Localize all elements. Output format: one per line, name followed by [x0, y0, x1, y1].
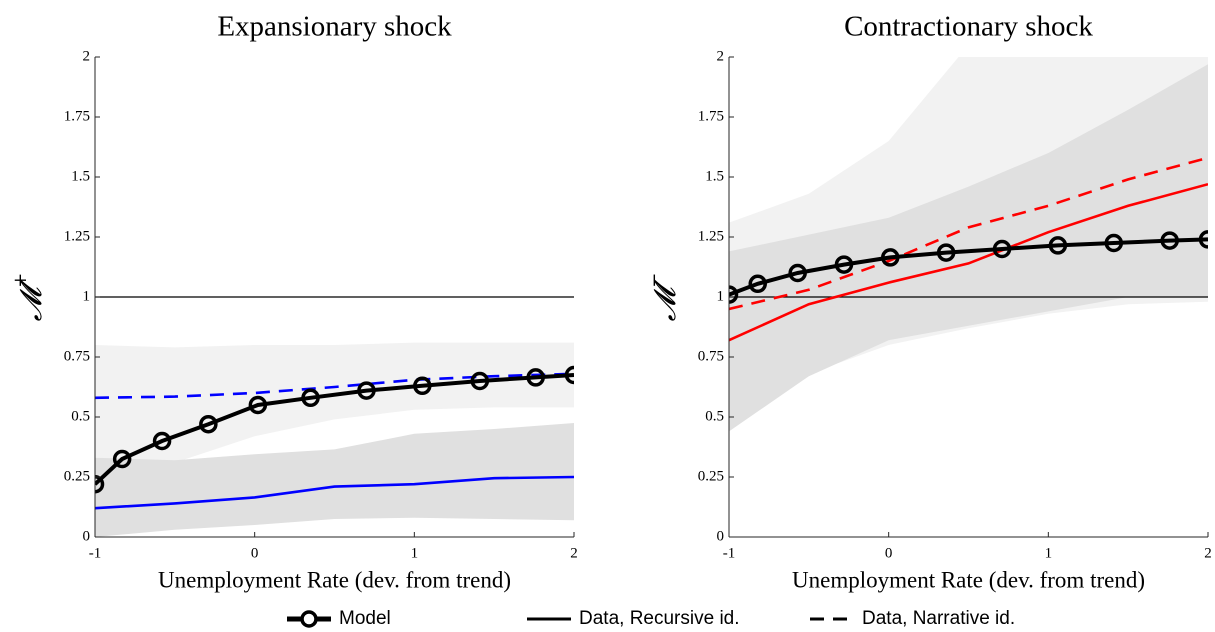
- x-tick-label: -1: [89, 545, 102, 561]
- marker: [526, 368, 545, 387]
- y-tick-label: 0: [717, 528, 725, 544]
- marker: [1048, 236, 1068, 255]
- x-tick-label: 2: [1204, 545, 1212, 561]
- y-axis-label: 𝓜+: [10, 273, 49, 322]
- x-tick-label: 2: [570, 545, 578, 561]
- x-tick-label: 1: [411, 545, 419, 561]
- marker: [357, 381, 376, 400]
- legend-label: Data, Narrative id.: [862, 608, 1015, 629]
- y-tick-label: 0.75: [698, 348, 724, 364]
- marker: [470, 371, 490, 391]
- legend-marker: [300, 610, 318, 628]
- y-tick-label: 2: [83, 48, 91, 64]
- marker: [301, 388, 320, 408]
- y-axis-label-sup: +: [10, 273, 31, 288]
- confidence-band: [95, 423, 574, 537]
- plot-area: [95, 296, 574, 537]
- x-tick-label: 0: [885, 545, 893, 561]
- marker: [992, 239, 1012, 259]
- y-tick-label: 2: [717, 48, 725, 64]
- confidence-band: [95, 342, 574, 463]
- y-tick-label: 0: [83, 528, 91, 544]
- x-axis-label: Unemployment Rate (dev. from trend): [792, 567, 1145, 592]
- y-tick-label: 1: [717, 288, 725, 304]
- series-line: [95, 373, 574, 486]
- plot-area: [729, 57, 1208, 432]
- marker: [564, 365, 574, 385]
- series-line: [729, 237, 1208, 297]
- marker: [95, 474, 105, 494]
- y-tick-label: 0.25: [698, 468, 724, 484]
- y-axis-label-sup: −: [644, 273, 665, 288]
- y-tick-label: 1.5: [705, 168, 724, 184]
- series-line: [95, 475, 574, 510]
- x-axis-label: Unemployment Rate (dev. from trend): [158, 567, 511, 592]
- marker: [834, 255, 854, 274]
- y-tick-label: 0.25: [64, 468, 90, 484]
- confidence-band: [729, 64, 1208, 432]
- marker: [199, 414, 218, 434]
- marker: [1160, 231, 1179, 250]
- marker: [248, 395, 268, 415]
- y-tick-label: 0.5: [705, 408, 724, 424]
- legend-label: Data, Recursive id.: [579, 608, 740, 629]
- y-axis-label: 𝓜−: [644, 273, 683, 322]
- y-tick-label: 0.75: [64, 348, 90, 364]
- series-line: [729, 182, 1208, 342]
- y-tick-label: 1.75: [64, 108, 90, 124]
- marker: [881, 248, 900, 267]
- marker: [413, 376, 432, 396]
- y-tick-label: 1: [83, 288, 91, 304]
- marker: [788, 263, 807, 283]
- chart-title: Expansionary shock: [217, 11, 452, 43]
- marker: [936, 243, 956, 262]
- marker: [152, 431, 172, 451]
- x-tick-label: 0: [251, 545, 259, 561]
- x-tick-label: -1: [723, 545, 736, 561]
- x-tick-label: 1: [1045, 545, 1053, 561]
- y-tick-label: 1.25: [698, 228, 724, 244]
- marker: [1198, 230, 1208, 249]
- marker: [1104, 233, 1124, 253]
- legend-label: Model: [339, 608, 391, 629]
- marker: [729, 285, 739, 304]
- y-tick-label: 1.5: [71, 168, 90, 184]
- y-tick-label: 1.25: [64, 228, 90, 244]
- marker: [112, 449, 132, 469]
- chart-title: Contractionary shock: [844, 11, 1093, 43]
- y-tick-label: 1.75: [698, 108, 724, 124]
- series-line: [729, 156, 1208, 311]
- series-line: [95, 372, 574, 400]
- y-tick-label: 0.5: [71, 408, 90, 424]
- marker: [748, 274, 767, 294]
